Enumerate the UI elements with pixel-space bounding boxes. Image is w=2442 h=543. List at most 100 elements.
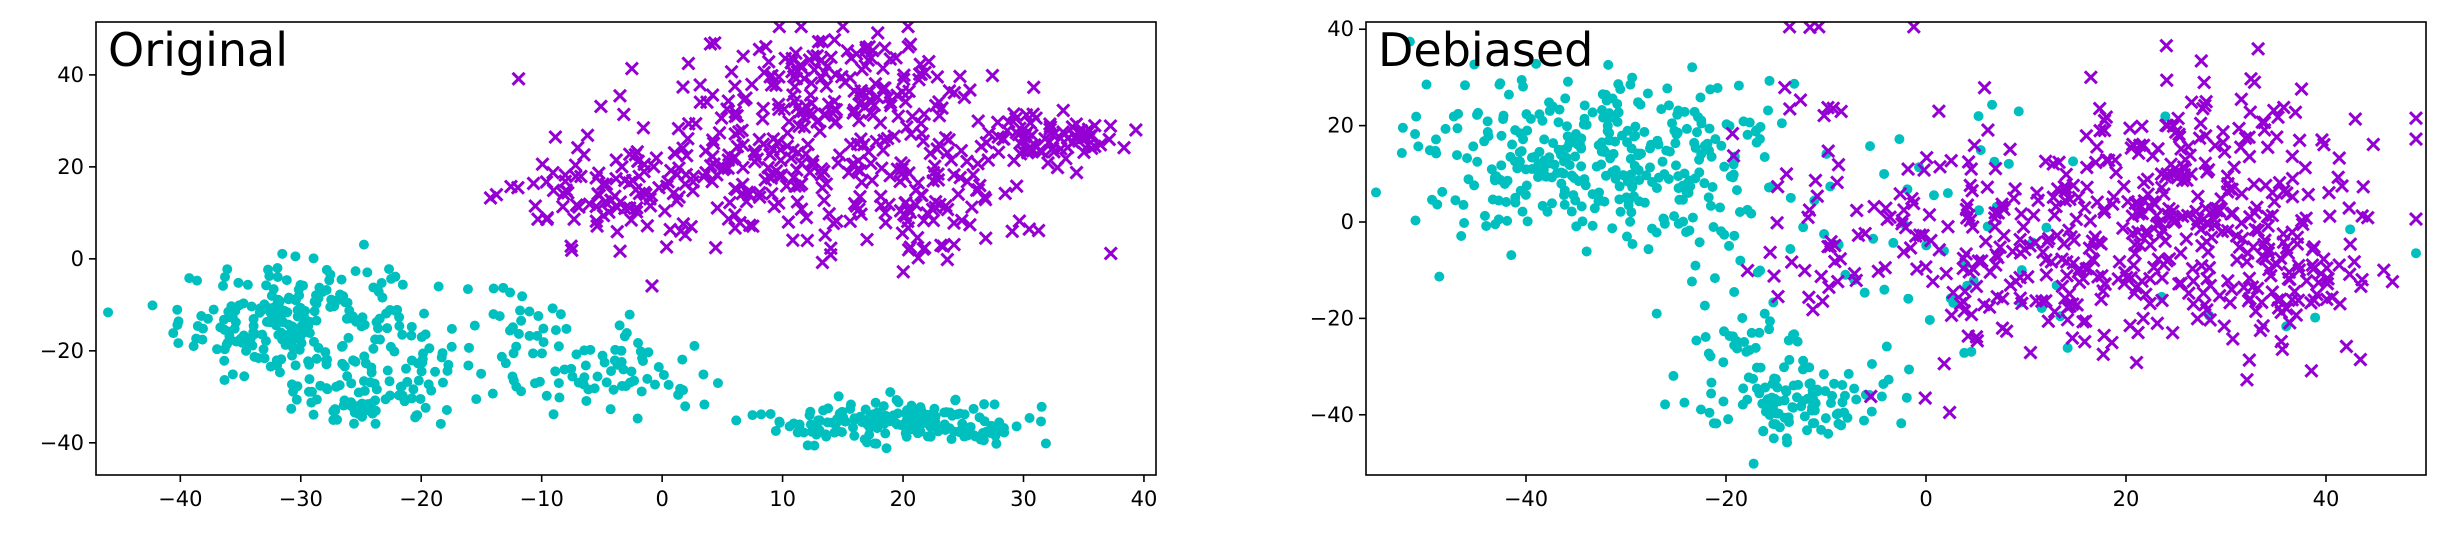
data-point-dot xyxy=(385,390,396,401)
data-point-dot xyxy=(1743,372,1754,383)
data-point-dot xyxy=(794,419,805,430)
data-point-dot xyxy=(1564,160,1575,171)
data-point-dot xyxy=(919,417,930,428)
data-point-dot xyxy=(872,407,883,418)
data-point-x xyxy=(2216,124,2231,139)
data-point-dot xyxy=(1604,108,1615,119)
data-point-dot xyxy=(1738,383,1749,394)
data-point-dot xyxy=(1779,362,1790,373)
data-point-dot xyxy=(184,273,195,284)
data-point-dot xyxy=(392,304,403,315)
data-point-x xyxy=(951,187,966,202)
data-point-dot xyxy=(1560,93,1571,104)
data-point-dot xyxy=(1517,206,1528,217)
data-point-x xyxy=(2131,146,2146,161)
data-point-dot xyxy=(536,348,547,359)
data-point-x xyxy=(1919,150,1934,165)
data-point-dot xyxy=(1679,397,1690,408)
data-point-x xyxy=(1900,161,1916,177)
data-point-x xyxy=(764,186,779,201)
data-point-dot xyxy=(1672,127,1683,138)
data-point-x xyxy=(2179,232,2194,247)
data-point-dot xyxy=(989,399,1000,410)
data-point-dot xyxy=(528,348,539,359)
data-point-dot xyxy=(337,340,348,351)
data-point-dot xyxy=(1710,134,1721,145)
data-point-dot xyxy=(261,316,272,327)
data-point-dot xyxy=(1681,227,1692,238)
data-point-dot xyxy=(308,336,319,347)
data-point-x xyxy=(940,145,955,160)
data-point-dot xyxy=(901,431,912,442)
data-point-dot xyxy=(103,307,114,318)
data-point-x xyxy=(1909,262,1924,277)
data-point-dot xyxy=(698,369,709,380)
data-point-x xyxy=(1766,269,1782,284)
data-point-x xyxy=(681,56,696,71)
data-point-dot xyxy=(366,367,377,378)
data-point-dot xyxy=(2013,106,2024,117)
data-point-dot xyxy=(532,330,543,341)
data-point-dot xyxy=(356,398,367,409)
data-point-x xyxy=(843,214,858,229)
data-point-dot xyxy=(1587,107,1598,118)
data-point-dot xyxy=(624,309,635,320)
data-point-x xyxy=(877,133,892,148)
data-point-dot xyxy=(1762,399,1773,410)
data-point-x xyxy=(1763,245,1778,260)
data-point-x xyxy=(1793,93,1808,108)
data-point-x xyxy=(2020,269,2035,284)
data-point-x xyxy=(526,176,541,191)
data-point-x xyxy=(2272,175,2287,190)
data-point-dot xyxy=(406,393,417,404)
data-point-x xyxy=(1009,125,1024,140)
data-point-x xyxy=(1858,226,1873,241)
data-point-x xyxy=(1932,242,1947,257)
data-point-x xyxy=(2086,253,2101,268)
data-point-dot xyxy=(1468,141,1479,152)
data-point-x xyxy=(774,168,789,183)
points-layer xyxy=(103,22,1143,454)
data-point-dot xyxy=(1876,391,1887,402)
data-point-x xyxy=(2273,251,2288,266)
data-point-dot xyxy=(1682,177,1693,188)
data-point-x xyxy=(2203,312,2218,328)
data-point-x xyxy=(2173,246,2188,261)
data-point-dot xyxy=(1904,364,1915,375)
data-point-dot xyxy=(1866,358,1877,369)
data-point-dot xyxy=(1699,178,1710,189)
data-point-dot xyxy=(168,328,179,339)
data-point-x xyxy=(807,62,822,77)
data-point-x xyxy=(978,192,993,207)
data-point-x xyxy=(2225,206,2240,221)
series-circle-markers xyxy=(103,239,1051,454)
data-point-dot xyxy=(372,323,383,334)
data-point-dot xyxy=(606,366,617,377)
data-point-x xyxy=(2188,204,2204,219)
data-point-x xyxy=(840,43,855,58)
data-point-x xyxy=(762,147,778,162)
data-point-x xyxy=(2041,231,2056,246)
data-point-x xyxy=(856,137,871,152)
data-point-dot xyxy=(309,306,320,317)
data-point-x xyxy=(2126,258,2141,273)
data-point-dot xyxy=(1502,175,1513,186)
data-point-x xyxy=(727,150,742,165)
data-point-dot xyxy=(446,323,457,334)
data-point-dot xyxy=(1879,284,1890,295)
data-point-dot xyxy=(463,342,474,353)
data-point-x xyxy=(2174,141,2189,156)
data-point-dot xyxy=(446,341,457,352)
y-tick-label: −20 xyxy=(1310,306,1354,330)
data-point-dot xyxy=(1689,106,1700,117)
data-point-x xyxy=(2190,189,2205,204)
data-point-x xyxy=(966,167,981,182)
data-point-dot xyxy=(1460,80,1471,91)
data-point-dot xyxy=(991,438,1002,449)
data-point-x xyxy=(2234,92,2249,107)
data-point-x xyxy=(750,152,765,167)
data-point-dot xyxy=(1641,170,1652,181)
data-point-x xyxy=(2270,110,2286,125)
data-point-x xyxy=(739,194,754,209)
data-point-x xyxy=(853,163,868,179)
